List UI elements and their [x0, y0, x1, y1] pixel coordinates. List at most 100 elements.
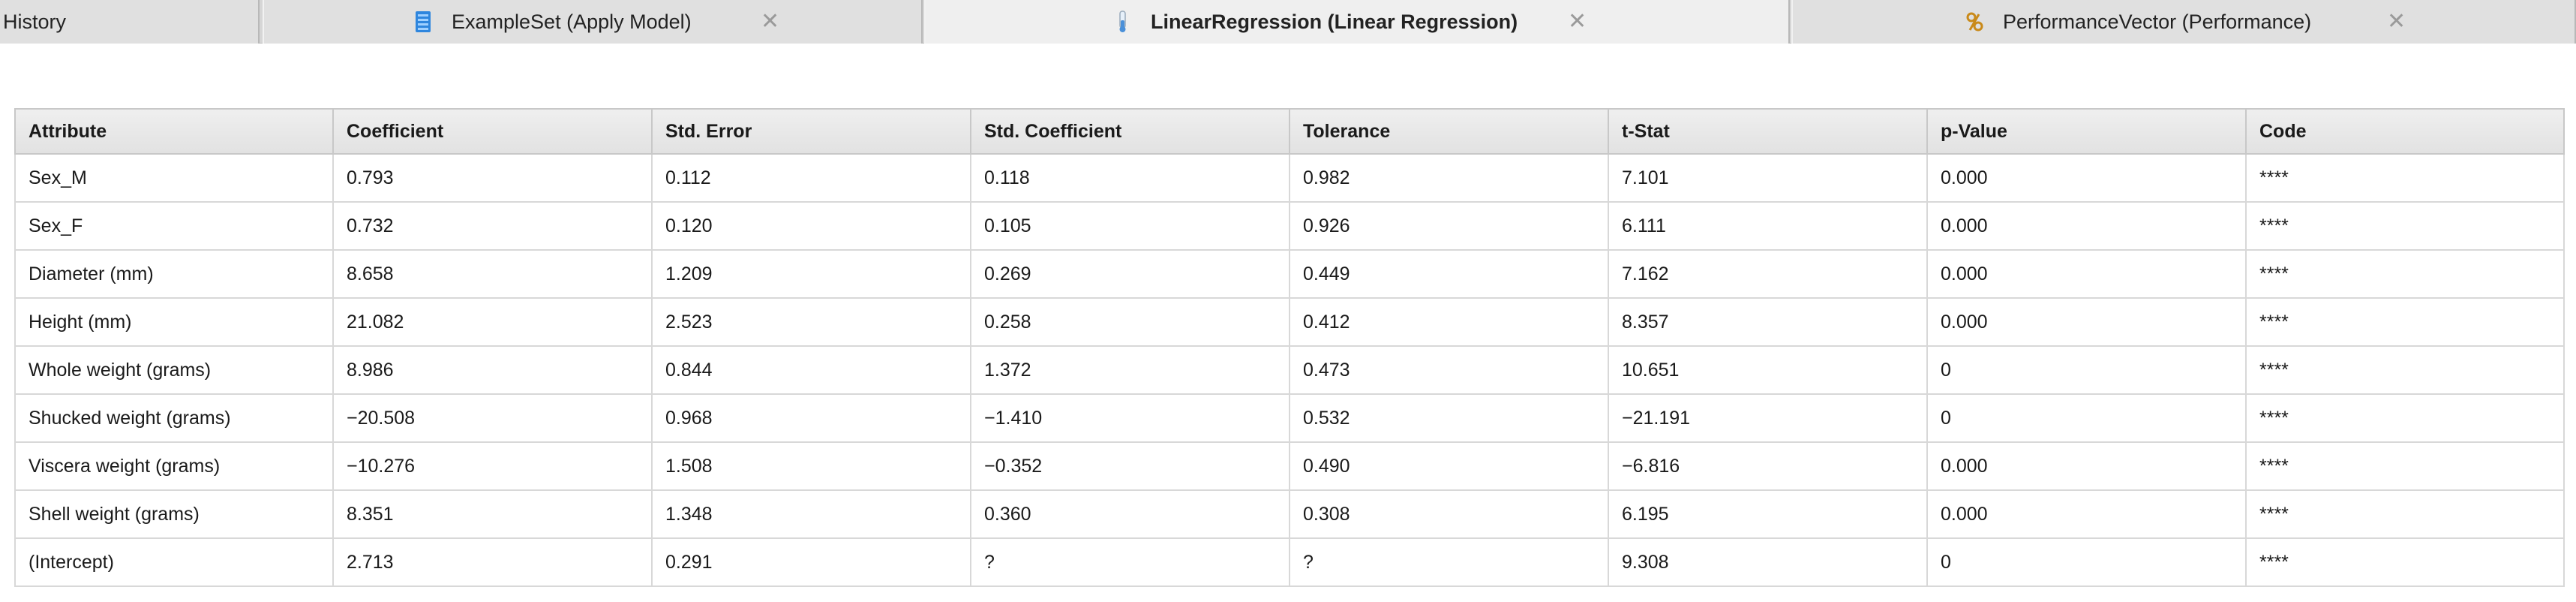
table-cell: Sex_F — [14, 201, 334, 251]
table-row[interactable]: (Intercept) 2.713 0.291?? 9.308 0 **** — [14, 537, 2565, 587]
table-header-row: Attribute Coefficient Std. Error Std. Co… — [14, 108, 2565, 155]
table-row[interactable]: Sex_F 0.732 0.120 0.105 0.926 6.111 0.000 **** — [14, 201, 2565, 251]
table-cell: 0.982 — [1289, 153, 1609, 203]
column-header[interactable]: Tolerance — [1289, 108, 1609, 155]
table-cell: 0.793 — [332, 153, 653, 203]
table-cell: 0.000 — [1926, 489, 2247, 539]
table-row[interactable]: Shucked weight (grams) −20.508 0.968 −1.410… — [14, 393, 2565, 443]
coefficients-table: Attribute Coefficient Std. Error Std. Co… — [14, 108, 2565, 587]
table-icon — [413, 10, 434, 34]
table-cell: 0.308 — [1289, 489, 1609, 539]
table-cell: 0.968 — [651, 393, 971, 443]
table-cell: **** — [2245, 441, 2565, 491]
table-cell: **** — [2245, 393, 2565, 443]
table-cell: 0.258 — [970, 297, 1290, 347]
table-cell: 0.269 — [970, 249, 1290, 299]
table-cell: 0.844 — [651, 345, 971, 395]
table-cell: **** — [2245, 153, 2565, 203]
table-cell: (Intercept) — [14, 537, 334, 587]
flask-icon — [1112, 10, 1133, 34]
table-cell: **** — [2245, 201, 2565, 251]
column-header[interactable]: p-Value — [1926, 108, 2247, 155]
table-cell: 0.449 — [1289, 249, 1609, 299]
table-cell: 0.490 — [1289, 441, 1609, 491]
table-cell: 21.082 — [332, 297, 653, 347]
table-cell: 0.118 — [970, 153, 1290, 203]
table-cell: **** — [2245, 489, 2565, 539]
table-cell: 0.473 — [1289, 345, 1609, 395]
table-cell: Whole weight (grams) — [14, 345, 334, 395]
table-cell: −20.508 — [332, 393, 653, 443]
table-cell: 1.348 — [651, 489, 971, 539]
table-cell: 0.532 — [1289, 393, 1609, 443]
tab-exampleset[interactable]: ExampleSet (Apply Model) ✕ — [263, 0, 923, 44]
tab-bar: History ExampleSet (Apply Model) ✕ — [0, 0, 2576, 44]
table-cell: ? — [1289, 537, 1609, 587]
table-cell: 0.000 — [1926, 249, 2247, 299]
table-cell: 2.523 — [651, 297, 971, 347]
table-cell: 1.372 — [970, 345, 1290, 395]
column-header[interactable]: Std. Error — [651, 108, 971, 155]
coefficients-table-container: Attribute Coefficient Std. Error Std. Co… — [14, 108, 2565, 587]
table-row[interactable]: Diameter (mm) 8.658 1.209 0.269 0.449 7.162 0.… — [14, 249, 2565, 299]
performance-icon — [1964, 10, 1985, 34]
close-icon[interactable]: ✕ — [1568, 9, 1587, 34]
table-cell: 7.101 — [1608, 153, 1928, 203]
table-row[interactable]: Height (mm) 21.082 2.523 0.258 0.412 8.357 0.0… — [14, 297, 2565, 347]
table-cell: Diameter (mm) — [14, 249, 334, 299]
table-cell: 0.926 — [1289, 201, 1609, 251]
table-cell: Viscera weight (grams) — [14, 441, 334, 491]
tab-performance-label: PerformanceVector (Performance) — [2003, 10, 2312, 33]
table-cell: −6.816 — [1608, 441, 1928, 491]
tab-history[interactable]: History — [0, 0, 260, 44]
table-cell: 0.732 — [332, 201, 653, 251]
table-cell: 6.195 — [1608, 489, 1928, 539]
table-cell: 0.105 — [970, 201, 1290, 251]
table-cell: 10.651 — [1608, 345, 1928, 395]
table-row[interactable]: Sex_M 0.793 0.112 0.118 0.982 7.101 0.000 **** — [14, 153, 2565, 203]
table-cell: −1.410 — [970, 393, 1290, 443]
table-body: Sex_M 0.793 0.112 0.118 0.982 7.101 0.000 **** S… — [14, 153, 2565, 587]
table-cell: 9.308 — [1608, 537, 1928, 587]
column-header[interactable]: Code — [2245, 108, 2565, 155]
table-cell: 8.357 — [1608, 297, 1928, 347]
tab-linear-regression[interactable]: LinearRegression (Linear Regression) ✕ — [924, 0, 1790, 44]
table-cell: 1.209 — [651, 249, 971, 299]
column-header[interactable]: Coefficient — [332, 108, 653, 155]
close-icon[interactable]: ✕ — [2387, 9, 2406, 34]
table-row[interactable]: Shell weight (grams) 8.351 1.348 0.360 0.308… — [14, 489, 2565, 539]
table-cell: −0.352 — [970, 441, 1290, 491]
tab-linear-regression-label: LinearRegression (Linear Regression) — [1151, 10, 1518, 33]
table-cell: **** — [2245, 537, 2565, 587]
table-row[interactable]: Viscera weight (grams) −10.276 1.508 −0.352… — [14, 441, 2565, 491]
table-cell: Shucked weight (grams) — [14, 393, 334, 443]
table-row[interactable]: Whole weight (grams) 8.986 0.844 1.372 0.473… — [14, 345, 2565, 395]
table-cell: 0.000 — [1926, 201, 2247, 251]
table-cell: 8.658 — [332, 249, 653, 299]
table-cell: 0 — [1926, 345, 2247, 395]
column-header[interactable]: t-Stat — [1608, 108, 1928, 155]
table-cell: 0.291 — [651, 537, 971, 587]
column-header[interactable]: Std. Coefficient — [970, 108, 1290, 155]
table-cell: Shell weight (grams) — [14, 489, 334, 539]
tab-history-label: History — [3, 10, 67, 33]
table-cell: 0.000 — [1926, 153, 2247, 203]
table-cell: 2.713 — [332, 537, 653, 587]
table-cell: 0.360 — [970, 489, 1290, 539]
table-cell: −21.191 — [1608, 393, 1928, 443]
column-header[interactable]: Attribute — [14, 108, 334, 155]
table-cell: **** — [2245, 297, 2565, 347]
table-cell: 0.000 — [1926, 441, 2247, 491]
table-cell: 0.112 — [651, 153, 971, 203]
table-cell: Height (mm) — [14, 297, 334, 347]
table-cell: 0 — [1926, 537, 2247, 587]
table-cell: 7.162 — [1608, 249, 1928, 299]
close-icon[interactable]: ✕ — [761, 9, 780, 34]
table-cell: 1.508 — [651, 441, 971, 491]
table-cell: −10.276 — [332, 441, 653, 491]
table-cell: 6.111 — [1608, 201, 1928, 251]
table-cell: 0.120 — [651, 201, 971, 251]
table-cell: 0 — [1926, 393, 2247, 443]
table-cell: ? — [970, 537, 1290, 587]
tab-performance[interactable]: PerformanceVector (Performance) ✕ — [1791, 0, 2576, 44]
